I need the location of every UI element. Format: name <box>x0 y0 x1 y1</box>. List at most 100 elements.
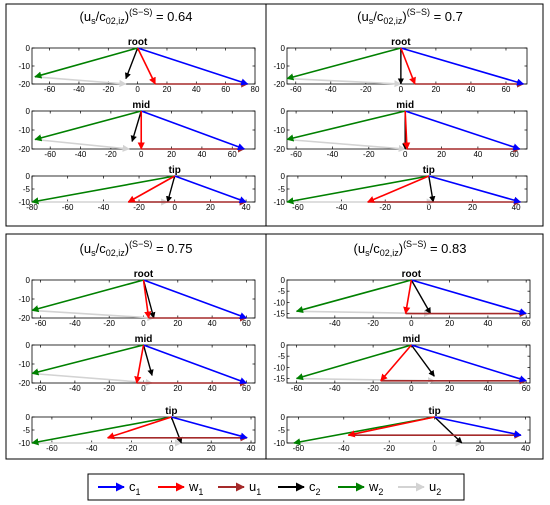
y-tick-label: -10 <box>273 126 285 135</box>
x-tick-label: 60 <box>522 319 531 328</box>
x-tick-label: -60 <box>35 319 47 328</box>
subplot-tip: tip -60 -40 -20 0 20 40 0 -5 -10 <box>18 406 256 453</box>
vector-w1 <box>347 416 435 438</box>
x-tick-label: -60 <box>292 203 304 212</box>
panel-title-value: 0.75 <box>167 241 192 256</box>
x-tick-label: -40 <box>336 203 348 212</box>
x-tick-label: 20 <box>206 203 215 212</box>
panel-title: (us/c02,iz)(S−S) = 0.64 <box>80 7 193 26</box>
x-tick-label: 40 <box>208 319 217 328</box>
panel-4: (us/c02,iz)(S−S) = 0.83 root -40 -20 0 20 40 60… <box>273 239 531 453</box>
x-tick-label: 0 <box>432 444 437 453</box>
x-tick-label: 60 <box>221 85 230 94</box>
x-tick-label: -80 <box>26 203 38 212</box>
vector-c2 <box>410 344 435 377</box>
y-tick-label: 0 <box>26 276 31 285</box>
y-tick-label: -5 <box>278 287 286 296</box>
vector-w2 <box>286 175 429 205</box>
vector-c2 <box>124 47 139 80</box>
y-tick-label: -20 <box>18 314 30 323</box>
vector-w2 <box>34 110 142 142</box>
subplot-tip: tip -60 -40 -20 0 20 40 0 -5 -10 <box>273 165 528 212</box>
x-tick-label: -40 <box>329 384 341 393</box>
vector-w2 <box>31 344 144 376</box>
x-tick-label: -60 <box>35 384 47 393</box>
legend-entry-c1: c1 <box>98 479 141 497</box>
y-tick-label: -10 <box>18 295 30 304</box>
panel-title: (us/c02,iz)(S−S) = 0.75 <box>80 239 193 258</box>
x-tick-label: 0 <box>139 150 144 159</box>
x-tick-label: 20 <box>167 150 176 159</box>
x-tick-label: 40 <box>247 444 256 453</box>
x-tick-label: 20 <box>468 203 477 212</box>
axes-box <box>286 344 531 384</box>
x-tick-label: 40 <box>473 150 482 159</box>
y-tick-label: 0 <box>26 107 31 116</box>
x-tick-label: 0 <box>409 319 414 328</box>
x-tick-label: -60 <box>44 150 56 159</box>
vector-u2 <box>286 77 402 88</box>
x-tick-label: 40 <box>192 85 201 94</box>
y-tick-label: 0 <box>281 107 286 116</box>
legend-label: w1 <box>188 479 203 497</box>
x-tick-label: 60 <box>228 150 237 159</box>
x-tick-label: 0 <box>403 150 408 159</box>
panel-title-value: 0.83 <box>441 241 466 256</box>
x-tick-label: 20 <box>445 384 454 393</box>
subplot-title: root <box>134 269 154 280</box>
vector-c2 <box>170 416 183 444</box>
y-tick-label: -10 <box>273 198 285 207</box>
y-tick-label: -15 <box>273 310 285 319</box>
vector-w2 <box>31 175 175 205</box>
legend-label: w2 <box>368 479 383 497</box>
x-tick-label: 20 <box>431 85 440 94</box>
legend-label: u2 <box>429 479 441 497</box>
legend-entry-u1: u1 <box>218 479 261 497</box>
y-tick-label: -10 <box>18 439 30 448</box>
y-tick-label: -5 <box>23 185 31 194</box>
vector-u2 <box>34 138 130 152</box>
x-tick-label: -40 <box>75 150 87 159</box>
x-tick-label: -60 <box>290 85 302 94</box>
vector-w1 <box>142 279 152 319</box>
x-tick-label: -20 <box>103 384 115 393</box>
legend-entry-u2: u2 <box>398 479 441 497</box>
x-tick-label: 20 <box>173 319 182 328</box>
y-tick-label: -15 <box>273 375 285 384</box>
y-tick-label: 0 <box>281 44 286 53</box>
vector-c1 <box>428 175 522 204</box>
vector-w1 <box>403 279 413 315</box>
x-tick-label: -40 <box>69 384 81 393</box>
y-tick-label: -10 <box>273 62 285 71</box>
vector-u2 <box>34 76 127 88</box>
vector-w2 <box>295 344 412 381</box>
subplot-title: tip <box>169 165 181 176</box>
vector-w1 <box>403 110 411 150</box>
y-tick-label: -20 <box>273 80 285 89</box>
subplot-mid: mid -60 -40 -20 0 20 40 60 0 -10 -20 <box>18 100 256 159</box>
vector-c1 <box>143 279 248 320</box>
vector-u2 <box>286 138 406 153</box>
x-tick-label: 0 <box>135 85 140 94</box>
subplot-title: mid <box>135 334 153 345</box>
x-tick-label: 60 <box>242 319 251 328</box>
x-tick-label: 80 <box>251 85 260 94</box>
subplot-tip: tip -80 -60 -40 -20 0 20 40 0 -5 -10 <box>18 165 256 212</box>
axes-box <box>31 47 256 85</box>
x-tick-label: -20 <box>367 319 379 328</box>
x-tick-label: -60 <box>293 444 305 453</box>
x-tick-label: 0 <box>409 384 414 393</box>
legend-label: u1 <box>249 479 261 497</box>
x-tick-label: -20 <box>103 85 115 94</box>
subplot-title: mid <box>396 100 414 111</box>
vector-c1 <box>411 344 527 383</box>
subplot-title: mid <box>132 100 150 111</box>
vector-c2 <box>410 279 432 315</box>
panel-title-value: 0.64 <box>167 9 192 24</box>
subplot-root: root -60 -40 -20 0 20 40 60 0 -10 -20 <box>273 37 528 94</box>
x-tick-label: 20 <box>173 384 182 393</box>
subplot-root: root -60 -40 -20 0 20 40 60 80 0 -10 -20 <box>18 37 260 94</box>
legend-entry-c2: c2 <box>278 479 321 497</box>
vector-w2 <box>31 416 172 446</box>
